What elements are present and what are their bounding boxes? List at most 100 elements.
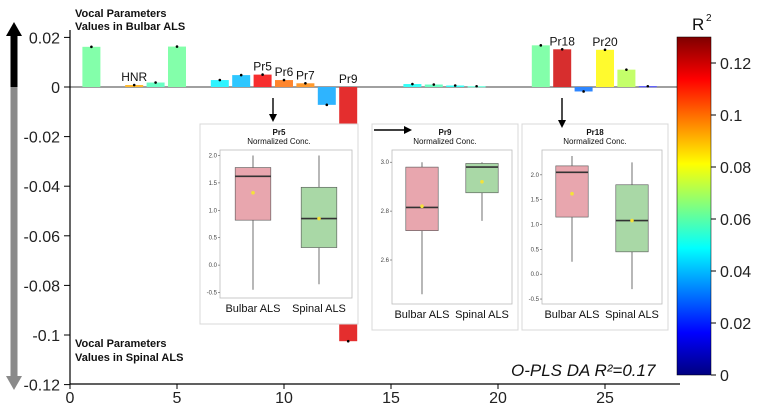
inset-subtitle: Normalized Conc. [247,137,311,146]
inset-y-tick-label: 2.0 [209,153,218,159]
bar-label: Pr5 [253,60,272,74]
bar-tip-marker [304,81,307,85]
top-annotation-line1: Vocal Parameters [75,8,167,20]
y-tick-label: -0.02 [24,130,61,147]
x-tick-label: 0 [66,390,75,407]
inset-title: Pr9 [439,128,452,137]
inset-y-tick-label: -0.5 [207,291,218,297]
inset-y-tick-label: 0.0 [531,272,540,278]
inset-y-tick-label: 0.5 [209,236,218,242]
bar [403,84,422,87]
bar-tip-marker [539,44,543,47]
bar [232,75,251,87]
y-tick-label: 0 [51,80,60,97]
direction-arrow [6,22,22,390]
x-tick-label: 15 [382,390,400,407]
inset-group-label: Spinal ALS [605,309,659,321]
box-iqr [405,166,439,231]
bar [275,80,293,87]
colorbar-tick-label: 0 [720,368,729,385]
inset-title: Pr5 [273,128,286,137]
inset-y-tick-label: 2.0 [531,173,540,179]
inset-y-tick-label: 1.0 [209,208,218,214]
bar-label: Pr18 [550,34,576,48]
y-tick-label: -0.12 [24,378,61,395]
y-tick-label: 0.02 [29,30,60,47]
box-mean-marker [420,204,424,209]
bar-label: Pr9 [339,72,358,86]
bar [574,87,593,92]
top-annotation-line2: Values in Bulbar ALS [75,21,185,33]
box-iqr [615,184,649,253]
y-tick-label: -0.04 [24,179,61,196]
inset-y-tick-label: 1.0 [531,223,540,229]
bar [596,49,614,87]
box-mean-marker [251,190,255,195]
x-axis-ticks: 0 5 10 15 20 25 [66,384,614,407]
bar-tip-marker [432,83,436,86]
colorbar-gradient [676,36,712,376]
colorbar-tick-label: 0.04 [720,264,751,281]
inset-y-tick-label: 3.0 [381,160,390,166]
bar-tip-marker [132,83,136,87]
bar-tip-marker [90,45,93,49]
inset-y-tick-label: 1.5 [209,181,218,187]
y-tick-label: -0.06 [24,229,61,246]
bar-tip-marker [154,81,157,84]
inset-title: Pr18 [586,128,604,137]
y-tick-label: -0.08 [24,278,61,295]
inset-y-tick-label: 2.8 [381,209,390,215]
inset-group-label: Bulbar ALS [544,309,599,321]
colorbar-tick-label: 0.02 [720,316,751,333]
bar-tip-marker [325,103,329,107]
bar-tip-marker [175,45,179,48]
bar [531,45,550,87]
bar-tip-marker [261,73,264,76]
colorbar: R 2 0 0.02 0.04 0.06 0.08 0.1 0.12 [676,13,751,385]
box-mean-marker [570,191,574,196]
inset-y-tick-label: -0.5 [529,297,540,303]
box-mean-marker [317,216,321,221]
colorbar-tick-label: 0.1 [720,108,742,125]
inset-subtitle: Normalized Conc. [413,137,477,146]
box-iqr [555,165,589,218]
bar [253,74,272,87]
colorbar-ticks: 0 0.02 0.04 0.06 0.08 0.1 0.12 [711,56,751,385]
bar [317,87,336,105]
box-mean-marker [630,218,634,223]
bar-labels: HNR Pr5 Pr6 Pr7 Pr9 Pr18 Pr20 [121,34,618,86]
bar-tip-marker [282,78,286,82]
direction-arrowhead-up [6,22,22,36]
inset-y-tick-label: 0.5 [531,247,540,253]
bar [617,69,636,87]
inset-group-label: Spinal ALS [455,309,509,321]
x-tick-label: 25 [596,390,614,407]
colorbar-title: R [692,15,704,34]
bar-tip-marker [346,339,350,343]
inset-y-tick-label: 0.0 [209,263,218,269]
inset-group-label: Bulbar ALS [394,309,449,321]
y-axis-ticks: 0.02 0 -0.02 -0.04 -0.06 -0.08 -0.1 -0.12 [24,30,70,395]
y-tick-label: -0.1 [32,328,60,345]
bar [146,82,165,87]
bottom-annotation-line1: Vocal Parameters [75,338,167,350]
x-tick-label: 20 [489,390,507,407]
bar-tip-marker [582,90,585,93]
inset-group-label: Spinal ALS [292,303,346,315]
colorbar-tick-label: 0.06 [720,212,751,229]
bar-tip-marker [239,73,243,77]
colorbar-title-superscript: 2 [706,13,712,24]
bar-tip-marker [646,84,650,88]
x-tick-label: 10 [275,390,293,407]
inset-subtitle: Normalized Conc. [563,137,627,146]
inset-group-label: Bulbar ALS [225,303,280,315]
bar [296,83,315,87]
bar-tip-marker [603,48,607,52]
model-label: O-PLS DA R²=0.17 [511,361,656,380]
bar [82,46,101,87]
